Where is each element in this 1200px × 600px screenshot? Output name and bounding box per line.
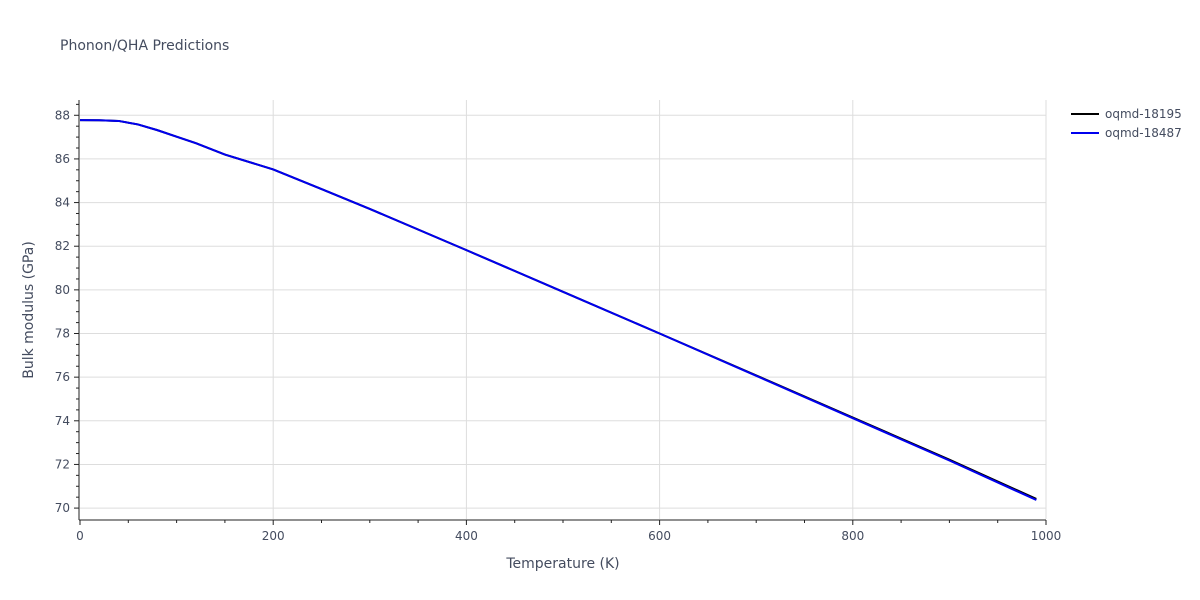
y-tick-label: 88 <box>55 108 70 122</box>
axes <box>74 100 1047 525</box>
x-axis-label: Temperature (K) <box>505 556 619 572</box>
series-line-oqmd-18195 <box>79 119 1037 500</box>
y-axis-label: Bulk modulus (GPa) <box>21 241 37 379</box>
legend-label: oqmd-18487 <box>1105 126 1182 140</box>
x-tick-label: 200 <box>262 529 285 543</box>
y-tick-label: 72 <box>55 457 70 471</box>
y-tick-label: 78 <box>55 327 70 341</box>
x-tick-label: 1000 <box>1031 529 1062 543</box>
series-lines <box>79 119 1037 501</box>
legend-item-oqmd-18195[interactable]: oqmd-18195 <box>1071 107 1182 121</box>
y-tick-label: 76 <box>55 370 70 384</box>
chart-title: Phonon/QHA Predictions <box>60 38 229 54</box>
x-tick-label: 800 <box>841 529 864 543</box>
legend[interactable]: oqmd-18195 oqmd-18487 <box>1071 107 1182 140</box>
legend-item-oqmd-18487[interactable]: oqmd-18487 <box>1071 126 1182 140</box>
x-tick-label: 0 <box>76 529 84 543</box>
x-tick-label: 400 <box>455 529 478 543</box>
legend-label: oqmd-18195 <box>1105 107 1182 121</box>
y-tick-label: 80 <box>55 283 70 297</box>
y-tick-label: 84 <box>55 196 70 210</box>
x-tick-label: 600 <box>648 529 671 543</box>
y-tick-label: 82 <box>55 239 70 253</box>
y-tick-label: 74 <box>55 414 70 428</box>
y-tick-label: 86 <box>55 152 70 166</box>
grid <box>80 100 1047 519</box>
tick-labels: 0 200 400 600 800 1000 70 72 74 76 78 80 82 84 86 88 <box>55 108 1062 543</box>
series-line-oqmd-18487 <box>79 119 1037 501</box>
y-tick-label: 70 <box>55 501 70 515</box>
